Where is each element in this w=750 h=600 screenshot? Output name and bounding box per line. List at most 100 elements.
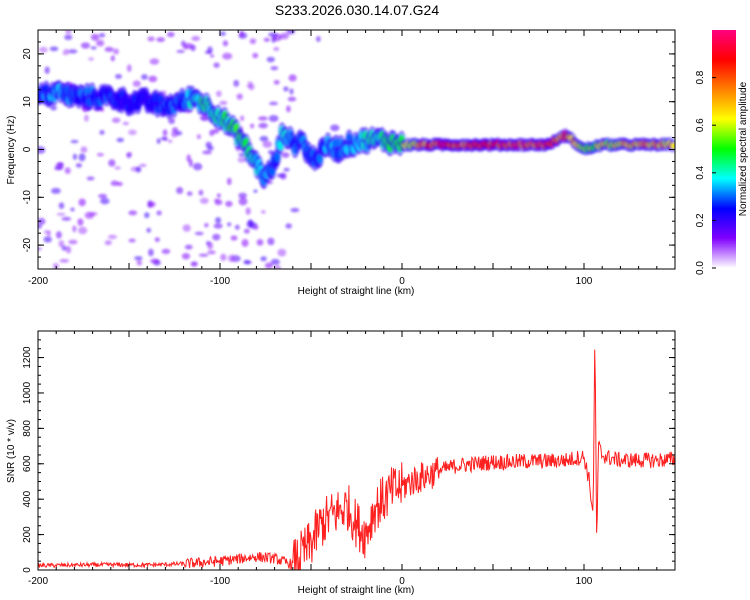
spectrogram-noise-mark (219, 100, 228, 106)
spectrogram-noise-mark (46, 230, 51, 238)
spectrogram-noise-mark (146, 227, 152, 233)
spectrogram-noise-mark (108, 159, 116, 167)
spectrogram-noise-mark (139, 163, 147, 167)
spectrogram-noise-mark (277, 248, 287, 257)
spectrogram-noise-mark (225, 200, 233, 207)
spectrogram-noise-mark (126, 152, 133, 156)
spectrogram-noise-mark (90, 33, 100, 41)
spectrogram-noise-mark (78, 198, 86, 207)
spectrogram-noise-mark (212, 233, 221, 241)
spectrogram-noise-mark (237, 156, 246, 163)
y-tick-label: -20 (22, 237, 33, 252)
spectrogram-noise-mark (134, 256, 143, 261)
spectrogram-noise-mark (258, 122, 268, 129)
spectrogram-noise-mark (286, 30, 296, 35)
spectrogram-noise-mark (184, 244, 193, 250)
spectrogram-noise-mark (270, 66, 279, 71)
spectrogram-noise-mark (38, 46, 48, 53)
spectrogram-noise-mark (78, 226, 88, 235)
spectrogram-noise-mark (64, 167, 71, 175)
spectrogram-noise-mark (207, 241, 213, 250)
spectrogram-noise-mark (258, 116, 268, 121)
spectrogram-noise-mark (128, 129, 137, 136)
spectrogram-noise-mark (141, 74, 148, 80)
spectrogram-noise-mark (99, 130, 105, 135)
spectrogram-noise-mark (72, 225, 77, 233)
spectrogram-noise-mark (266, 56, 275, 63)
snr-x-label: Height of straight line (km) (298, 585, 415, 596)
snr-frame (37, 330, 676, 571)
spectrogram-noise-mark (212, 128, 220, 134)
spectrogram-noise-mark (58, 240, 65, 248)
x-tick-label: 0 (399, 276, 405, 287)
spectrogram-noise-mark (274, 265, 281, 269)
spectrogram-noise-mark (38, 224, 42, 229)
spectrogram-noise-mark (227, 222, 232, 227)
snr-y-axis: 0 200 400 600 800 1000 1200 (22, 330, 675, 573)
spectrogram-noise-mark (72, 153, 78, 160)
spectrogram-noise-mark (276, 173, 285, 178)
spectrogram-noise-mark (128, 238, 136, 243)
spectrogram-noise-mark (288, 74, 297, 82)
spectrogram-noise-mark (219, 31, 226, 36)
spectrogram-noise-mark (190, 44, 196, 52)
spectrogram-noise-mark (264, 262, 273, 269)
y-tick-label: 1200 (22, 346, 33, 369)
spectrogram-noise-mark (267, 237, 275, 246)
spectrogram-noise-mark (111, 117, 121, 123)
spectrogram-noise-mark (207, 46, 213, 54)
spectrogram-noise-mark (172, 127, 179, 133)
spectrogram-noise-mark (59, 259, 70, 263)
spectrogram-noise-mark (210, 54, 215, 58)
spectrogram-noise-mark (68, 239, 78, 245)
spectrogram-noise-mark (52, 262, 59, 269)
spectrogram-noise-mark (269, 101, 279, 106)
spectrogram-noise-mark (198, 253, 209, 257)
spectrogram-noise-mark (198, 189, 204, 196)
spectrogram-noise-mark (43, 236, 52, 243)
spectrogram-noise-mark (243, 228, 250, 234)
spectrogram-noise-mark (70, 139, 79, 144)
spectrogram-noise-mark (144, 212, 150, 219)
y-tick-label: 400 (22, 490, 33, 507)
y-tick-label: 600 (22, 455, 33, 472)
spectrogram-noise-mark (233, 79, 240, 87)
spectrogram-noise-mark (61, 216, 72, 221)
spectrogram-noise-mark (84, 114, 89, 122)
spectrogram-noise-mark (280, 32, 289, 40)
x-tick-label: -200 (28, 276, 48, 287)
spectrogram-noise-mark (245, 207, 251, 215)
x-tick-label: -100 (210, 576, 230, 587)
spectrogram-noise-mark (50, 105, 57, 111)
x-tick-label: -100 (210, 276, 230, 287)
spectrogram-noise-mark (238, 197, 248, 206)
spectrogram-noise-mark (261, 210, 266, 214)
spectrogram-noise-mark (191, 35, 201, 42)
y-tick-label: 20 (22, 48, 33, 60)
spectrogram-noise-mark (290, 207, 300, 213)
spectrogram-noise-mark (236, 93, 243, 100)
spectrogram-x-axis: -200 -100 0 100 (28, 30, 676, 287)
spectrogram-noise-mark (96, 39, 105, 47)
spectrogram-noise-mark (168, 117, 176, 125)
spectrogram-noise-mark (315, 36, 321, 43)
colorbar-tick-label: 0.8 (695, 70, 706, 84)
spectrogram-noise-mark (88, 212, 98, 216)
spectrogram-noise-mark (58, 202, 65, 209)
spectrogram-noise-mark (96, 153, 104, 157)
spectrogram-noise-mark (154, 237, 160, 243)
spectrogram-noise-mark (283, 86, 289, 92)
spectrogram-noise-mark (66, 245, 72, 254)
spectrogram-noise-mark (199, 197, 209, 204)
spectrogram-noise-mark (98, 33, 106, 38)
y-tick-label: -10 (22, 190, 33, 205)
spectrogram-noise-mark (126, 64, 132, 73)
spectrogram-noise-mark (110, 55, 115, 62)
spectrogram-noise-mark (234, 224, 240, 230)
spectrogram-noise-mark (238, 192, 247, 199)
snr-panel: -200 -100 0 100 0 200 400 600 800 1000 1200 Heigh… (6, 330, 676, 596)
x-tick-label: 100 (576, 576, 593, 587)
colorbar-tick-label: 0.2 (695, 213, 706, 227)
spectrogram-noise-mark (259, 135, 269, 142)
